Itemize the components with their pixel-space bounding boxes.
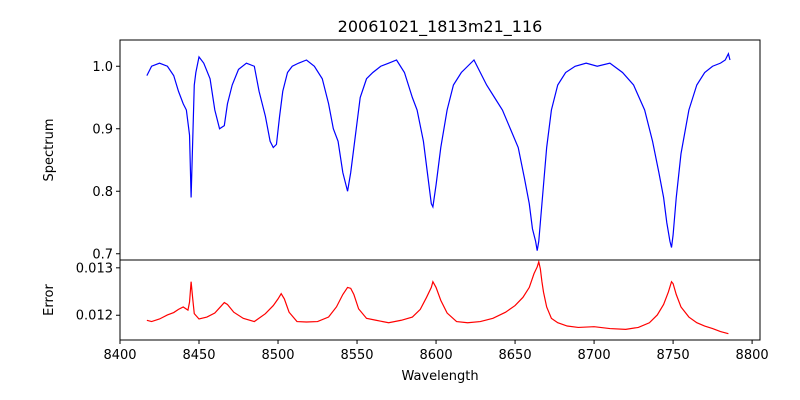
- spectrum-y-tick-label: 0.9: [92, 122, 113, 137]
- chart-title: 20061021_1813m21_116: [338, 17, 543, 37]
- x-axis-label: Wavelength: [401, 369, 478, 384]
- x-tick-label: 8450: [182, 348, 215, 363]
- x-tick-label: 8750: [657, 348, 690, 363]
- error-y-axis: 0.012 0.013: [76, 261, 120, 324]
- x-tick-label: 8600: [420, 348, 453, 363]
- x-tick-label: 8800: [736, 348, 769, 363]
- spectrum-series-line: [146, 52, 731, 251]
- spectrum-y-label: Spectrum: [42, 119, 57, 182]
- spectrum-panel: 0.7 0.8 0.9 1.0 Spectrum: [42, 39, 761, 262]
- spectrum-y-tick-label: 1.0: [92, 60, 113, 75]
- spectrum-y-axis: 0.7 0.8 0.9 1.0: [92, 60, 120, 262]
- wavelength-x-axis: 8400 8450 8500 8550 8600 8650 8700 8750 8800: [103, 340, 769, 363]
- spectrum-y-tick-label: 0.8: [92, 185, 113, 200]
- error-series-line: [146, 259, 729, 335]
- error-y-tick-label: 0.013: [76, 261, 113, 276]
- error-plot-area: [120, 260, 760, 340]
- x-tick-label: 8500: [261, 348, 294, 363]
- x-tick-label: 8650: [499, 348, 532, 363]
- error-plot-frame: [119, 259, 761, 341]
- x-tick-label: 8400: [103, 348, 136, 363]
- x-tick-label: 8700: [578, 348, 611, 363]
- error-y-tick-label: 0.012: [76, 309, 113, 324]
- spectrum-y-tick-label: 0.7: [92, 247, 113, 262]
- error-y-label: Error: [42, 284, 57, 316]
- x-tick-label: 8550: [340, 348, 373, 363]
